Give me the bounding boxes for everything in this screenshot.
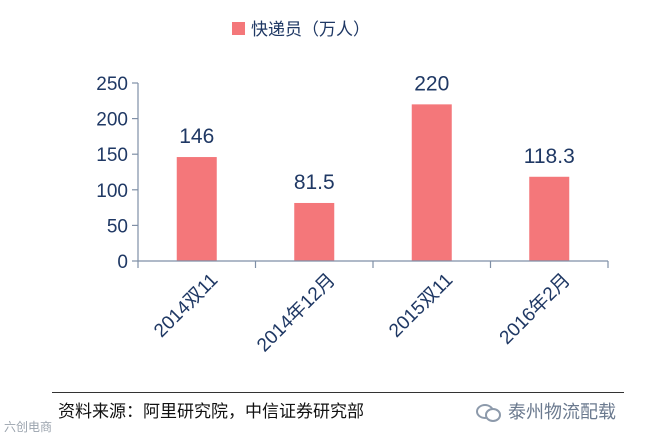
source-note: 资料来源：阿里研究院，中信证券研究部: [58, 402, 364, 422]
x-axis: 2014双11 2014年12月 2015双11 2016年2月: [137, 260, 609, 356]
data-label: 220: [414, 72, 449, 95]
bars: 146 81.5 220 118.3: [176, 72, 575, 261]
legend-label: 快递员（万人）: [251, 20, 370, 40]
x-tick-label: 2014年12月: [253, 269, 340, 356]
x-tick-label: 2014双11: [150, 270, 222, 342]
x-tick-label: 2016年2月: [495, 269, 575, 349]
brand-name: 泰州物流配载: [508, 402, 616, 423]
y-tick-label: 100: [96, 181, 128, 202]
bar: [411, 104, 452, 261]
x-tick-label: 2015双11: [385, 270, 457, 342]
source-divider: [52, 392, 624, 393]
y-tick-label: 0: [117, 252, 128, 273]
y-axis: 0 50 100 150 200 250: [96, 74, 139, 273]
watermark-text: 六创电商: [4, 420, 53, 434]
y-tick-label: 50: [107, 216, 128, 237]
data-label: 118.3: [524, 145, 575, 168]
y-tick-label: 200: [96, 110, 128, 131]
bar: [176, 157, 217, 261]
data-label: 146: [179, 125, 214, 148]
legend-swatch: [232, 22, 245, 35]
data-label: 81.5: [294, 171, 335, 194]
brand-badge: 泰州物流配载: [476, 398, 616, 424]
bar: [294, 202, 335, 261]
watermark: 六创电商: [4, 418, 52, 435]
y-tick-label: 250: [96, 74, 128, 95]
bar: [529, 176, 570, 261]
wechat-icon: [476, 401, 502, 422]
y-tick-label: 150: [96, 145, 128, 166]
legend: 快递员（万人）: [232, 20, 370, 40]
